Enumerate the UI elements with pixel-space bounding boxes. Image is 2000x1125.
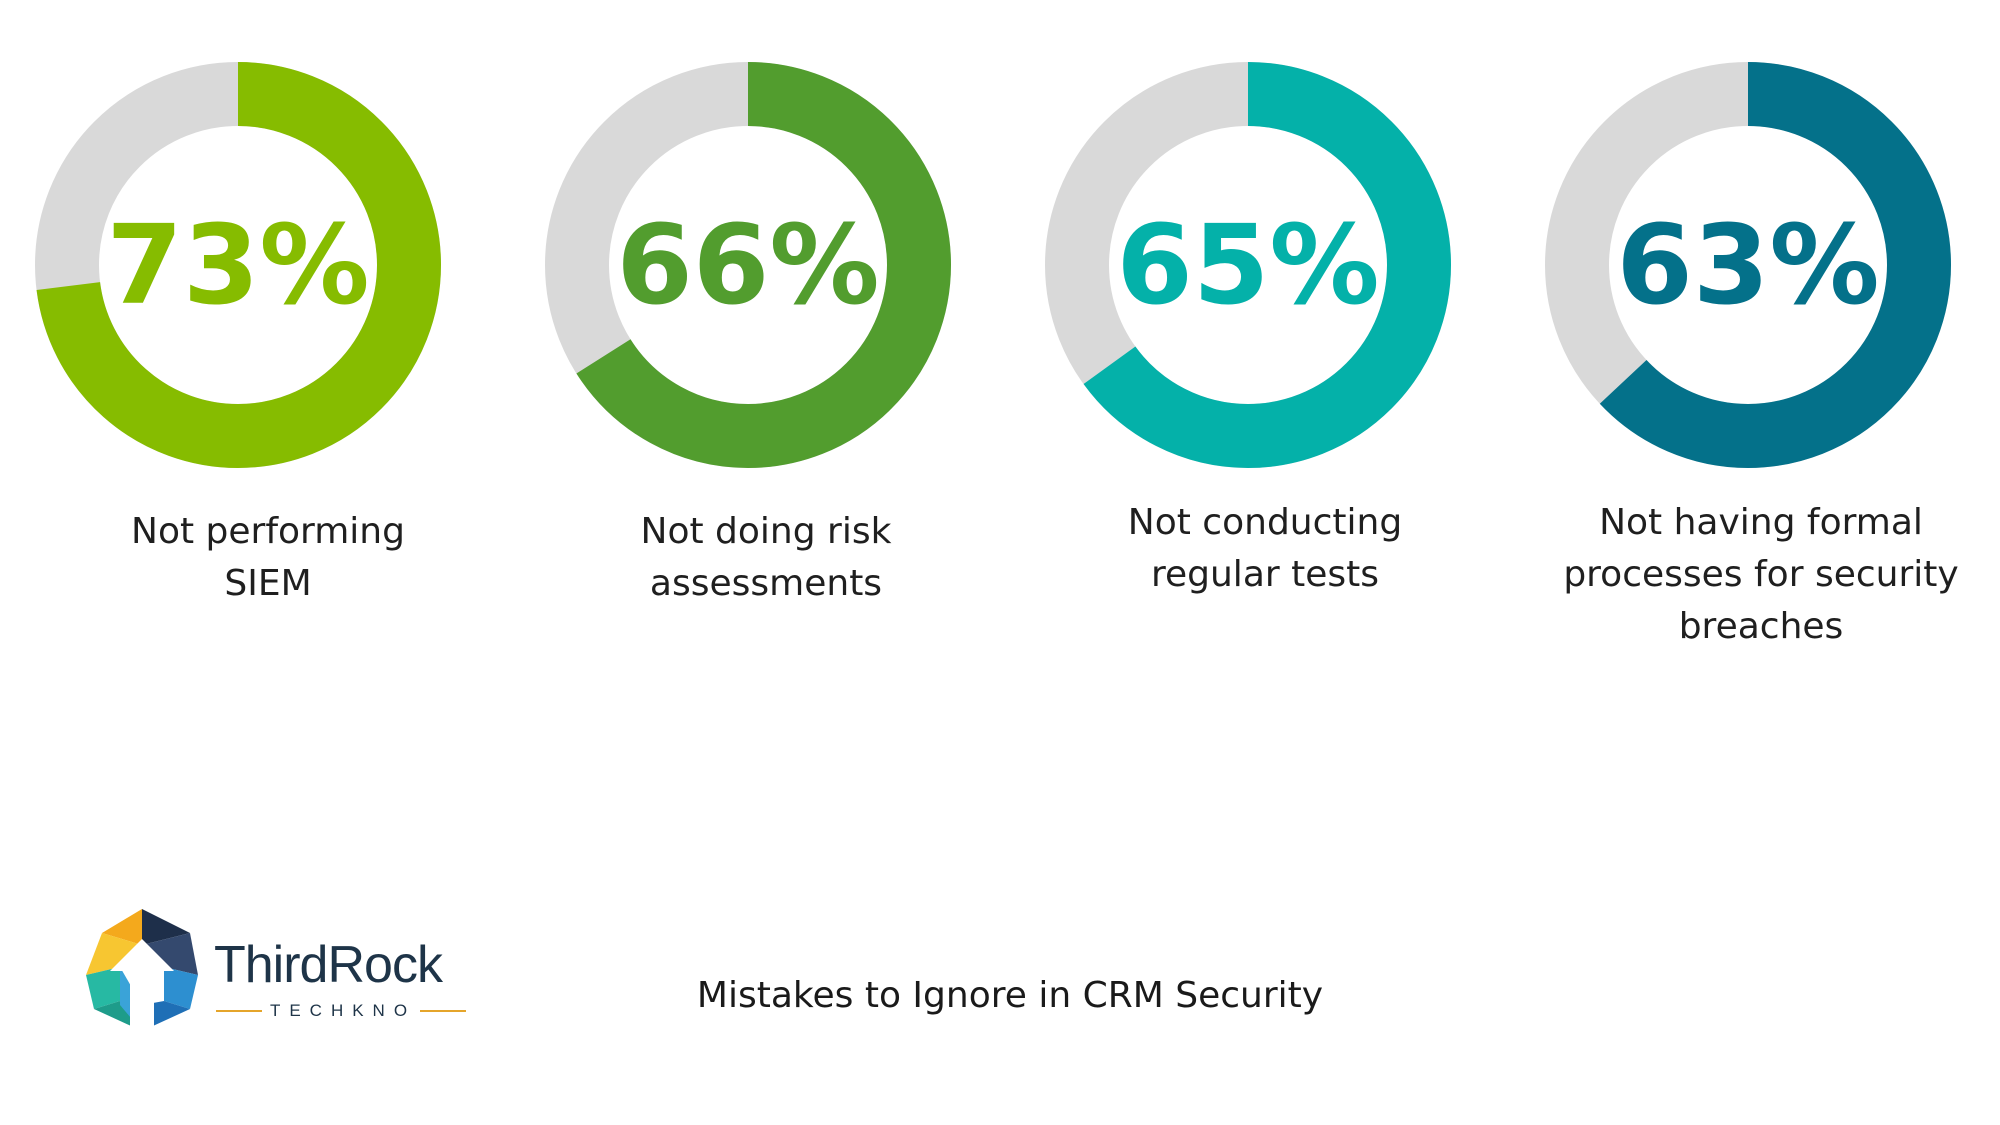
donut-percent-label: 63%	[1616, 201, 1879, 329]
donut-charts: 73% 66% 65% 63%	[35, 62, 1951, 468]
donut-value-arc	[1545, 62, 1951, 468]
caption-formal-processes: Not having formal processes for security…	[1536, 497, 1986, 653]
caption-line: SIEM	[224, 563, 312, 604]
caption-line: Not performing	[131, 511, 405, 552]
divider	[420, 1010, 466, 1012]
caption-line: Not conducting	[1127, 502, 1403, 543]
brand-name: ThirdRock	[214, 936, 443, 994]
footer-title: Mistakes to Ignore in CRM Security	[696, 975, 1324, 1016]
caption-regular-tests: Not conducting regular tests	[1045, 497, 1485, 601]
brand-subtitle: TECHKNO	[269, 1001, 417, 1020]
brand-subtitle-row: TECHKNO	[216, 999, 466, 1023]
donut-percent-label: 73%	[106, 201, 369, 329]
donut-percent-label: 65%	[1116, 201, 1379, 329]
caption-line: assessments	[649, 563, 883, 604]
donut-value-arc	[545, 62, 951, 468]
caption-siem: Not performing SIEM	[48, 506, 488, 610]
caption-line: breaches	[1678, 606, 1844, 647]
caption-line: Not having formal	[1599, 502, 1923, 543]
caption-line: processes for security	[1563, 554, 1959, 595]
divider	[216, 1010, 262, 1012]
caption-line: Not doing risk	[640, 511, 892, 552]
donut-value-arc	[35, 62, 441, 468]
caption-risk-assessments: Not doing risk assessments	[546, 506, 986, 610]
caption-line: regular tests	[1150, 554, 1380, 595]
donut-value-arc	[1045, 62, 1451, 468]
hexagon-arrow-icon	[86, 909, 198, 1031]
donut-percent-label: 66%	[616, 201, 879, 329]
brand-logo: ThirdRock TECHKNO	[80, 905, 480, 1040]
